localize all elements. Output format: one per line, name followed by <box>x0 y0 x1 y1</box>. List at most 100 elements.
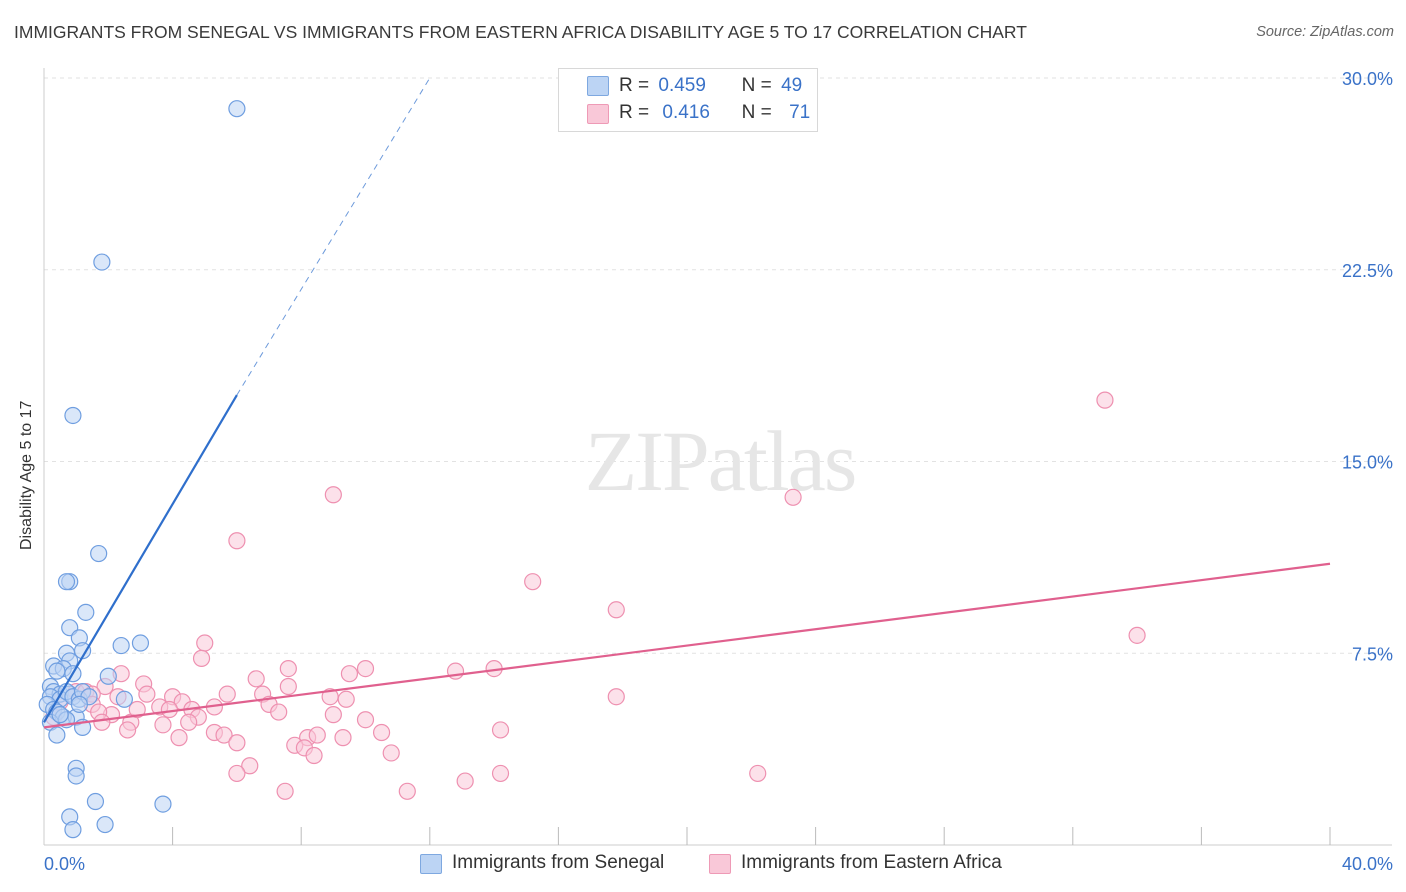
legend-top: R = 0.459 N = 49 R = 0.416 N = 71 <box>558 68 818 132</box>
data-point-eastern-africa <box>324 706 342 724</box>
data-point-senegal <box>48 726 66 744</box>
data-point-eastern-africa <box>276 782 294 800</box>
gridlines <box>44 77 1392 654</box>
y-tick-label: 15.0% <box>1342 453 1393 473</box>
data-point-eastern-africa <box>491 764 510 783</box>
data-point-senegal <box>96 815 114 834</box>
data-point-eastern-africa <box>228 764 246 783</box>
legend-r-value-blue: 0.459 <box>658 75 706 96</box>
watermark: ZIPatlas <box>585 413 856 509</box>
y-tick-label: 22.5% <box>1342 261 1393 281</box>
trend-lines <box>43 77 1331 729</box>
data-point-senegal <box>90 544 108 563</box>
data-point-senegal <box>48 662 66 680</box>
data-point-eastern-africa <box>196 634 214 652</box>
x-tick-label: 0.0% <box>44 854 85 874</box>
legend-swatch-blue <box>587 76 609 96</box>
data-point-senegal <box>77 603 95 621</box>
y-tick-label: 30.0% <box>1342 69 1393 89</box>
bottom-legend-label-blue: Immigrants from Senegal <box>452 852 665 873</box>
data-point-eastern-africa <box>270 703 288 721</box>
data-point-eastern-africa <box>128 700 146 719</box>
data-point-eastern-africa <box>337 690 355 708</box>
data-point-eastern-africa <box>1096 391 1114 409</box>
legend-swatch-pink <box>587 104 609 124</box>
bottom-legend-swatch-blue <box>420 854 442 874</box>
legend-row-pink: R = 0.416 N = 71 <box>619 102 810 126</box>
legend-n-label: N = <box>741 102 772 123</box>
legend-r-value-pink: 0.416 <box>662 102 710 123</box>
data-point-eastern-africa <box>118 721 137 739</box>
tick-labels: 7.5% 15.0% 22.5% 30.0% 0.0% 40.0% <box>44 69 1393 874</box>
data-point-eastern-africa <box>398 782 416 800</box>
data-point-eastern-africa <box>491 721 510 739</box>
data-point-eastern-africa <box>607 601 625 619</box>
data-point-eastern-africa <box>324 486 342 504</box>
legend-n-value-blue: 49 <box>781 75 803 96</box>
data-point-eastern-africa <box>305 746 323 765</box>
data-point-eastern-africa <box>138 685 156 703</box>
data-point-senegal <box>64 406 82 425</box>
data-point-senegal <box>64 821 82 839</box>
chart-title: IMMIGRANTS FROM SENEGAL VS IMMIGRANTS FR… <box>14 22 1027 42</box>
data-point-eastern-africa <box>334 729 352 747</box>
data-point-senegal <box>228 100 246 118</box>
data-point-senegal <box>99 667 117 685</box>
data-point-senegal <box>70 695 88 713</box>
data-point-eastern-africa <box>228 532 246 550</box>
data-point-eastern-africa <box>1128 626 1146 644</box>
data-point-eastern-africa <box>279 659 297 678</box>
legend-row-blue: R = 0.459 N = 49 <box>619 75 802 99</box>
data-point-eastern-africa <box>241 757 259 775</box>
data-point-eastern-africa <box>218 685 236 703</box>
data-point-eastern-africa <box>372 723 391 742</box>
data-point-eastern-africa <box>192 649 211 667</box>
data-point-senegal <box>67 767 85 785</box>
data-point-senegal <box>112 636 130 655</box>
data-point-eastern-africa <box>456 772 474 790</box>
data-point-eastern-africa <box>308 726 326 744</box>
data-point-eastern-africa <box>382 744 400 762</box>
data-point-senegal <box>93 253 111 271</box>
trend-line-senegal-extension <box>236 77 431 396</box>
data-point-senegal <box>131 634 150 652</box>
data-point-eastern-africa <box>524 573 542 591</box>
data-point-eastern-africa <box>279 677 297 696</box>
legend-r-label: R = <box>619 102 650 123</box>
legend-n-label: N = <box>741 75 772 96</box>
data-point-eastern-africa <box>160 700 178 719</box>
data-point-eastern-africa <box>154 716 172 734</box>
axes <box>43 68 1392 846</box>
data-point-eastern-africa <box>340 665 359 683</box>
y-tick-label: 7.5% <box>1352 644 1393 664</box>
legend-r-label: R = <box>619 75 650 96</box>
bottom-legend-label-pink: Immigrants from Eastern Africa <box>741 852 1002 873</box>
trend-line-senegal <box>43 394 238 723</box>
source-label: Source: ZipAtlas.com <box>1256 24 1394 40</box>
y-axis-label: Disability Age 5 to 17 <box>18 400 35 550</box>
data-point-senegal <box>86 792 105 811</box>
data-point-eastern-africa <box>607 688 625 706</box>
pink-points <box>45 391 1146 800</box>
data-point-eastern-africa <box>93 713 111 731</box>
data-point-eastern-africa <box>247 670 265 688</box>
data-point-eastern-africa <box>180 713 198 731</box>
x-tick-label: 40.0% <box>1342 854 1393 874</box>
data-point-senegal <box>57 573 76 591</box>
data-point-senegal <box>154 795 172 813</box>
data-point-senegal <box>115 690 133 708</box>
data-point-eastern-africa <box>170 729 188 747</box>
y-axis-label-wrap: Disability Age 5 to 17 <box>18 401 38 560</box>
legend-n-value-pink: 71 <box>789 102 811 123</box>
blue-points <box>38 100 246 839</box>
data-point-senegal <box>51 706 69 724</box>
bottom-legend-swatch-pink <box>709 854 731 874</box>
data-point-eastern-africa <box>356 711 375 729</box>
data-point-eastern-africa <box>784 488 802 506</box>
data-point-eastern-africa <box>356 659 375 678</box>
data-point-eastern-africa <box>215 726 233 744</box>
data-point-eastern-africa <box>749 764 767 783</box>
trend-line-eastern-africa <box>43 562 1331 729</box>
data-point-eastern-africa <box>228 734 246 752</box>
